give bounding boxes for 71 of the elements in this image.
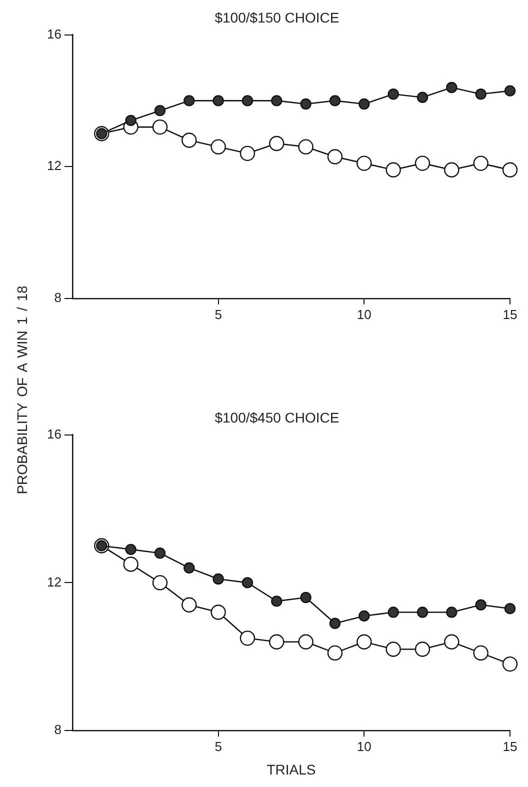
point	[416, 606, 428, 618]
point	[414, 156, 430, 171]
point	[502, 162, 518, 178]
point	[329, 95, 341, 106]
x-axis-title: TRIALS	[266, 761, 316, 778]
point	[184, 95, 195, 106]
x-tick-label: 5	[214, 738, 222, 754]
point	[152, 575, 168, 590]
point	[154, 548, 166, 559]
point	[269, 136, 284, 152]
point	[269, 634, 284, 650]
point	[182, 132, 197, 148]
chart-title: $100/$450 CHOICE	[214, 409, 340, 426]
point	[152, 119, 168, 135]
point	[502, 656, 518, 672]
point	[414, 642, 430, 657]
x-tick-label: 15	[502, 306, 518, 322]
point	[504, 85, 516, 96]
point	[123, 556, 138, 572]
point	[271, 596, 282, 607]
point	[329, 618, 341, 629]
point	[240, 630, 256, 646]
point	[184, 562, 195, 574]
point	[298, 139, 314, 154]
point	[358, 98, 370, 110]
point	[473, 645, 488, 661]
point	[300, 592, 312, 604]
point	[125, 544, 136, 556]
x-tick-label: 10	[356, 306, 372, 322]
point	[300, 98, 312, 110]
point	[242, 95, 254, 106]
point	[504, 602, 516, 614]
point	[446, 82, 458, 94]
x-tick-label: 10	[356, 738, 372, 754]
point	[446, 606, 458, 618]
y-tick-label: 16	[46, 26, 62, 42]
point	[475, 88, 486, 100]
point	[358, 610, 370, 622]
point	[388, 88, 399, 100]
point	[416, 92, 428, 104]
y-axis-title: PROBABILITY OF A WIN 1 / 18	[14, 286, 30, 494]
point	[271, 95, 282, 106]
point	[182, 597, 197, 612]
y-tick-label: 12	[46, 158, 62, 174]
point	[386, 162, 401, 178]
point	[475, 599, 486, 610]
point	[386, 642, 401, 657]
point	[298, 634, 314, 650]
point	[212, 573, 224, 585]
point	[388, 606, 399, 618]
point	[356, 156, 372, 171]
point	[444, 162, 460, 178]
y-tick-label: 8	[54, 722, 62, 738]
chart-title: $100/$150 CHOICE	[214, 9, 340, 26]
point	[356, 634, 372, 650]
point	[473, 156, 488, 171]
point	[210, 604, 226, 620]
y-tick-label: 12	[46, 574, 62, 590]
x-tick-label: 5	[214, 306, 222, 322]
point	[240, 146, 256, 162]
point	[212, 95, 224, 106]
point	[125, 114, 136, 126]
x-tick-label: 15	[502, 738, 518, 754]
point	[327, 149, 343, 164]
point	[210, 139, 226, 154]
point	[327, 645, 343, 661]
y-tick-label: 16	[46, 426, 62, 442]
point	[154, 104, 166, 116]
y-tick-label: 8	[54, 290, 62, 305]
point	[242, 577, 254, 588]
point	[444, 634, 460, 650]
